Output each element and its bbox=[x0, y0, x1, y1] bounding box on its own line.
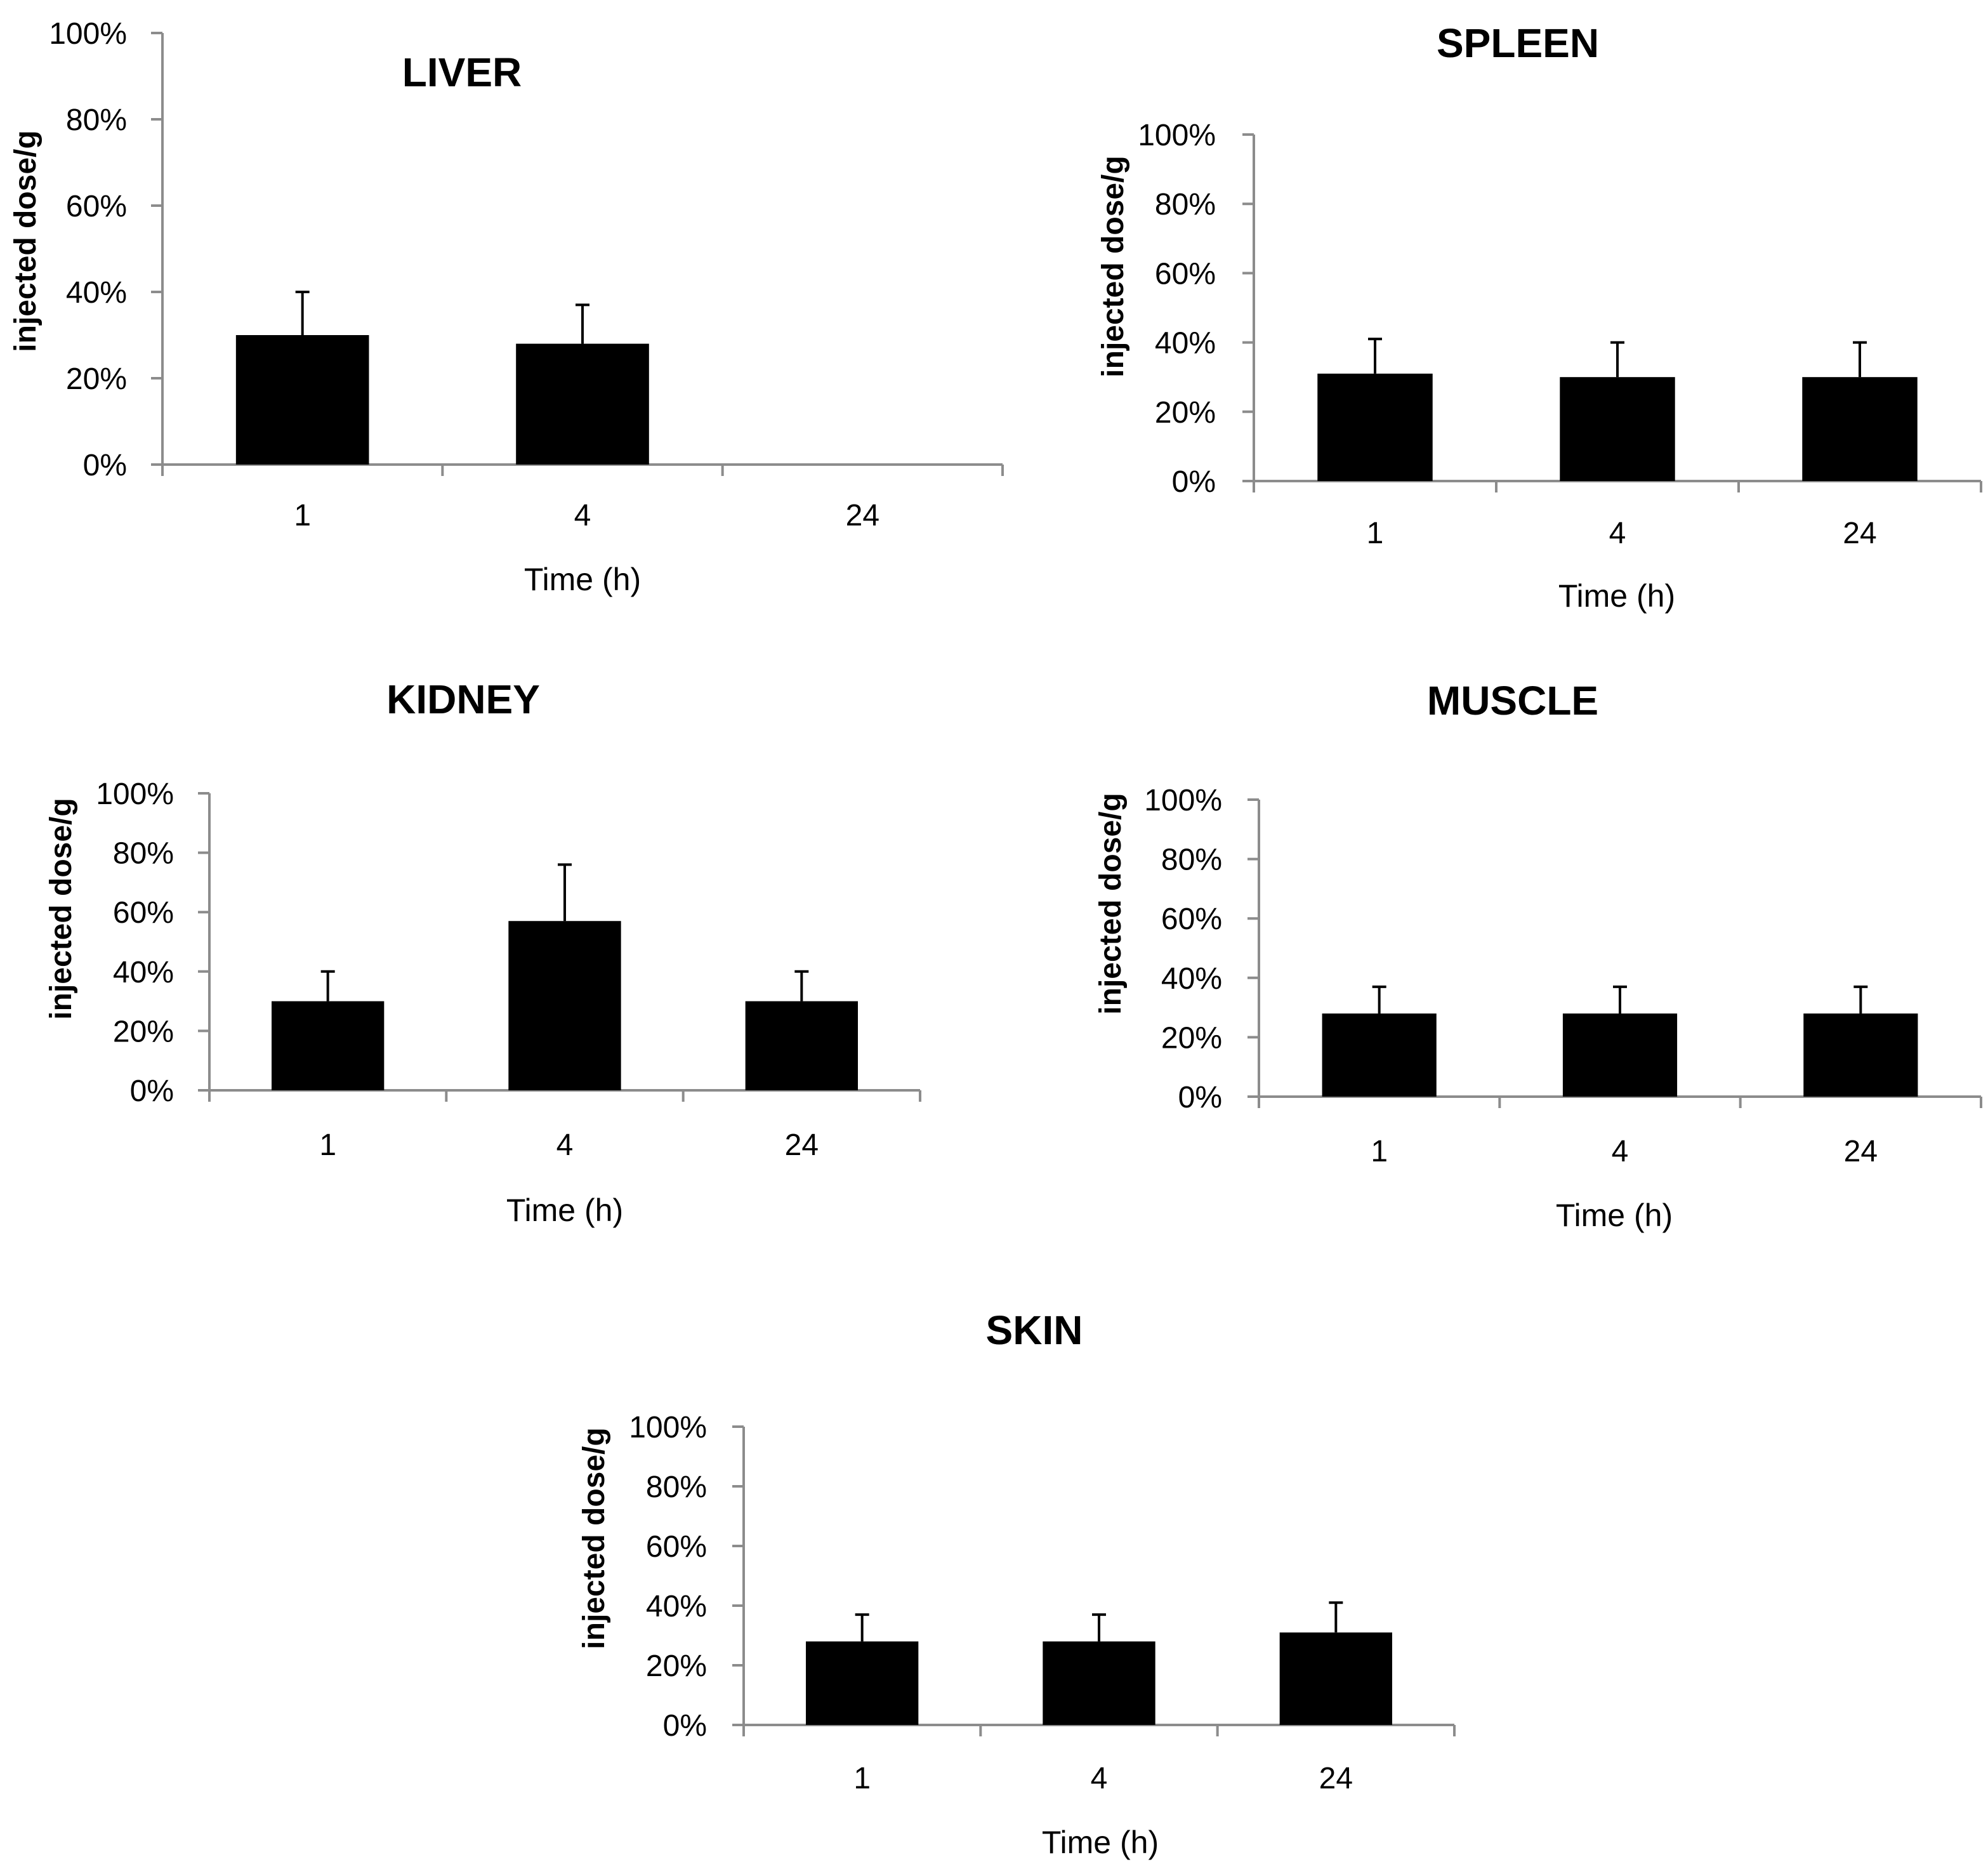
spleen-bar-4h bbox=[1560, 377, 1675, 481]
kidney-y-axis-title: injected dose/g bbox=[44, 798, 78, 1019]
kidney-x-tick-label: 24 bbox=[785, 1128, 819, 1162]
skin-y-tick-label: 20% bbox=[646, 1649, 707, 1683]
kidney-panel: KIDNEY 0% 20% 40% 60% 80% 100% 1 4 24 Time (h) inje… bbox=[44, 677, 921, 1228]
kidney-x-tick-label: 4 bbox=[556, 1128, 574, 1162]
skin-x-axis-title: Time (h) bbox=[1042, 1825, 1159, 1860]
skin-bar-1h bbox=[806, 1641, 919, 1725]
kidney-y-tick-label: 100% bbox=[96, 777, 174, 811]
skin-bar-4h bbox=[1043, 1641, 1155, 1725]
spleen-y-tick-label: 100% bbox=[1138, 119, 1216, 152]
kidney-bar-4h bbox=[508, 921, 621, 1090]
muscle-y-tick-label: 20% bbox=[1161, 1021, 1222, 1055]
spleen-bar-1h bbox=[1317, 373, 1433, 481]
spleen-panel: SPLEEN 0% 20% 40% 60% 80% 100% 1 4 24 Time (h) inje… bbox=[1096, 20, 1982, 614]
spleen-x-tick-label: 1 bbox=[1367, 517, 1384, 550]
liver-x-axis-title: Time (h) bbox=[524, 562, 641, 597]
liver-panel: LIVER 0% 20% 40% 60% 80% 100% 1 4 24 Time (h) injec… bbox=[9, 17, 1004, 597]
skin-y-tick-label: 40% bbox=[646, 1590, 707, 1623]
skin-title: SKIN bbox=[986, 1307, 1083, 1353]
spleen-y-tick-label: 80% bbox=[1155, 188, 1216, 221]
kidney-y-tick-label: 80% bbox=[113, 837, 174, 871]
muscle-y-tick-label: 80% bbox=[1161, 843, 1222, 877]
skin-x-tick-label: 24 bbox=[1319, 1762, 1353, 1795]
kidney-y-tick-label: 0% bbox=[130, 1074, 174, 1108]
liver-y-tick-label: 40% bbox=[66, 276, 127, 310]
kidney-bar-1h bbox=[272, 1001, 385, 1090]
muscle-y-tick-label: 60% bbox=[1161, 902, 1222, 936]
muscle-x-tick-label: 24 bbox=[1844, 1135, 1878, 1168]
skin-y-tick-label: 100% bbox=[629, 1411, 707, 1444]
kidney-x-tick-label: 1 bbox=[319, 1128, 336, 1162]
spleen-y-tick-label: 20% bbox=[1155, 396, 1216, 430]
skin-panel: SKIN 0% 20% 40% 60% 80% 100% 1 4 24 Time (h) inject… bbox=[577, 1307, 1456, 1860]
spleen-y-tick-label: 60% bbox=[1155, 257, 1216, 291]
spleen-y-tick-label: 0% bbox=[1172, 465, 1216, 499]
skin-x-tick-label: 1 bbox=[853, 1762, 871, 1795]
skin-y-tick-label: 60% bbox=[646, 1530, 707, 1564]
liver-y-tick-label: 0% bbox=[83, 449, 127, 482]
spleen-x-tick-label: 24 bbox=[1843, 517, 1876, 550]
muscle-x-tick-label: 1 bbox=[1371, 1135, 1388, 1168]
liver-y-tick-label: 100% bbox=[49, 17, 127, 51]
liver-bar-4h bbox=[516, 343, 649, 465]
liver-y-axis-title: injected dose/g bbox=[9, 130, 43, 352]
liver-x-tick-label: 1 bbox=[294, 499, 311, 532]
muscle-x-tick-label: 4 bbox=[1612, 1135, 1629, 1168]
kidney-y-tick-label: 40% bbox=[113, 956, 174, 989]
skin-x-tick-label: 4 bbox=[1091, 1762, 1108, 1795]
spleen-x-tick-label: 4 bbox=[1609, 517, 1626, 550]
muscle-y-tick-label: 100% bbox=[1144, 784, 1222, 817]
skin-bar-24h bbox=[1279, 1632, 1392, 1725]
skin-y-tick-label: 80% bbox=[646, 1470, 707, 1504]
liver-x-tick-label: 24 bbox=[846, 499, 879, 532]
skin-y-tick-label: 0% bbox=[663, 1709, 707, 1743]
kidney-title: KIDNEY bbox=[386, 677, 540, 722]
spleen-y-axis-title: injected dose/g bbox=[1096, 155, 1130, 377]
muscle-y-tick-label: 0% bbox=[1178, 1081, 1222, 1114]
kidney-y-tick-label: 20% bbox=[113, 1015, 174, 1048]
kidney-y-tick-label: 60% bbox=[113, 896, 174, 930]
muscle-bar-24h bbox=[1803, 1013, 1918, 1097]
spleen-bar-24h bbox=[1802, 377, 1918, 481]
spleen-x-axis-title: Time (h) bbox=[1558, 578, 1675, 614]
muscle-y-axis-title: injected dose/g bbox=[1094, 793, 1128, 1014]
liver-x-tick-label: 4 bbox=[574, 499, 591, 532]
muscle-panel: MUSCLE 0% 20% 40% 60% 80% 100% 1 4 24 Time (h) inje… bbox=[1094, 678, 1982, 1233]
kidney-x-axis-title: Time (h) bbox=[506, 1192, 623, 1228]
muscle-title: MUSCLE bbox=[1427, 678, 1598, 723]
kidney-bar-24h bbox=[745, 1001, 858, 1090]
skin-y-axis-title: injected dose/g bbox=[577, 1427, 611, 1649]
muscle-y-tick-label: 40% bbox=[1161, 962, 1222, 996]
liver-y-tick-label: 80% bbox=[66, 103, 127, 137]
liver-bar-1h bbox=[235, 335, 369, 465]
liver-y-tick-label: 20% bbox=[66, 362, 127, 396]
spleen-y-tick-label: 40% bbox=[1155, 327, 1216, 360]
spleen-title: SPLEEN bbox=[1437, 20, 1599, 66]
muscle-bar-4h bbox=[1562, 1013, 1678, 1097]
liver-y-tick-label: 60% bbox=[66, 190, 127, 223]
muscle-bar-1h bbox=[1322, 1013, 1437, 1097]
liver-title: LIVER bbox=[402, 50, 522, 95]
muscle-x-axis-title: Time (h) bbox=[1556, 1198, 1673, 1233]
